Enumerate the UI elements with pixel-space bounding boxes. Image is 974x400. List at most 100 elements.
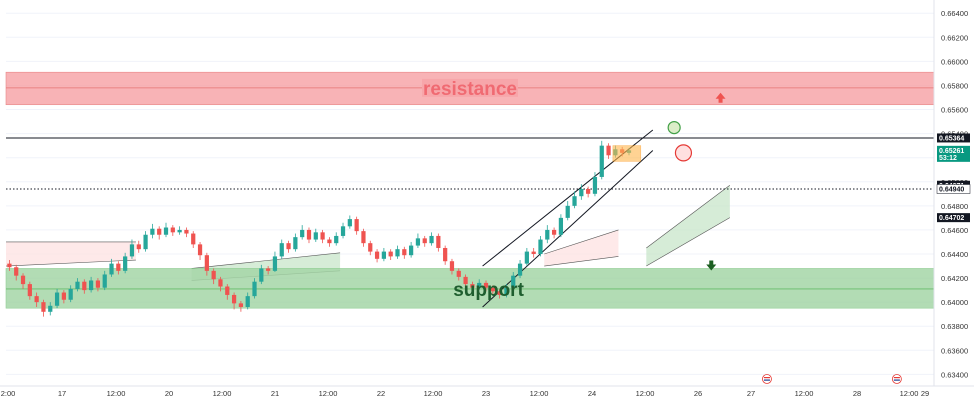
candle-body [497,291,502,295]
price-tag-bg [937,133,970,143]
candle-body [354,219,359,232]
candle-body [204,255,209,271]
time-tick-label: 12:00 [424,389,443,398]
candle-body [150,228,155,235]
candle-body [579,188,584,197]
price-tag-label: 0.65364 [939,135,964,142]
candle-body [429,235,434,244]
price-tag-label: 0.64940 [939,186,964,193]
candle-body [524,251,529,264]
time-tick-label: 12:00 [213,389,232,398]
cloud-segment [646,185,730,267]
price-tick-label: 0.65600 [941,106,968,115]
cloud-segment [544,229,619,267]
candle-body [102,274,107,288]
cloud-edge-upper [646,185,731,249]
highlight-box [612,145,642,162]
time-tick-label: 12:00 [319,389,338,398]
candle-body [551,229,557,235]
price-tick-label: 0.64000 [941,298,968,307]
candle-body [538,239,543,254]
candle-body [163,227,169,235]
candle-body [402,249,407,256]
candlesticks [7,140,632,317]
candle-body [259,268,264,282]
candle-body [20,275,26,285]
channel-lower-line [482,150,654,308]
time-tick-label: 21 [271,389,279,398]
candle-body [422,238,427,244]
candle-body [320,232,325,240]
candle-body [272,256,278,271]
price-tag-bg [937,213,970,223]
candle-body [88,280,94,291]
candle-body [129,244,135,257]
time-tick-label: 24 [588,389,596,398]
cloud-edge-upper [191,252,341,269]
time-tick-label: 22 [377,389,385,398]
candle-body [409,245,414,256]
candle-body [54,292,60,306]
price-tag-label: 0.64702 [939,215,964,222]
time-tick-label: 12:00 [107,389,126,398]
event-flags[interactable] [762,374,902,384]
candle-body [347,219,352,227]
flag-circle [891,374,902,384]
candle-body [361,231,366,244]
event-flag-icon [891,374,902,384]
candle-body [136,244,141,250]
candle-body [143,234,148,250]
candle-body [415,238,421,246]
candle-body [225,286,230,295]
candle-body [7,263,12,268]
price-tick-label: 0.63400 [941,370,968,379]
arrow-down-icon [706,260,717,271]
support-label: support [453,280,524,301]
ichimoku-cloud [5,185,731,281]
candle-body [490,287,495,292]
price-tick-label: 0.66400 [941,9,968,18]
candle-body [381,251,386,259]
horizontal-lines[interactable] [6,137,934,190]
candle-body [252,281,257,297]
candle-body [334,235,339,244]
candle-body [470,284,475,288]
candle-body [592,176,598,194]
candle-body [211,270,216,280]
cloud-edge-lower [5,259,136,267]
time-tick-label: 2:00 [1,389,16,398]
annotations[interactable] [612,92,726,271]
candle-body [483,282,489,288]
candle-body [340,226,346,236]
candle-body [436,235,441,248]
time-axis[interactable]: 2:00 17 12:00 20 12:00 21 12:00 22 12:00 23 12:00 2… [0,385,974,398]
candle-body [456,270,461,277]
candle-body [368,243,373,252]
time-tick-label: 12:00 [900,389,919,398]
price-tick-label: 0.63800 [941,322,968,331]
candle-body [545,229,550,240]
price-tick-label: 0.66200 [941,33,968,42]
candle-body [327,239,332,244]
candle-body [238,303,244,307]
price-tick-label: 0.63600 [941,346,968,355]
flag-stripe [893,377,900,379]
candle-body [218,279,223,287]
price-axis[interactable]: 0.664000.662000.660000.658000.656000.654… [941,9,968,379]
time-tick-label: 29 [921,389,929,398]
resistance-label: resistance [423,79,517,100]
candle-body [572,196,577,206]
flag-stripe [893,379,900,381]
candle-body [511,275,516,288]
red-circle-marker [674,144,693,162]
candle-body [123,256,128,271]
cloud-edge-lower [544,256,619,267]
candle-body [517,263,523,276]
candle-body [34,296,39,303]
time-tick-label: 12:00 [636,389,655,398]
price-tick-label: 0.64600 [941,226,968,235]
candle-body [109,263,114,275]
flag-circle [762,374,772,384]
flag-stripe [763,377,770,379]
